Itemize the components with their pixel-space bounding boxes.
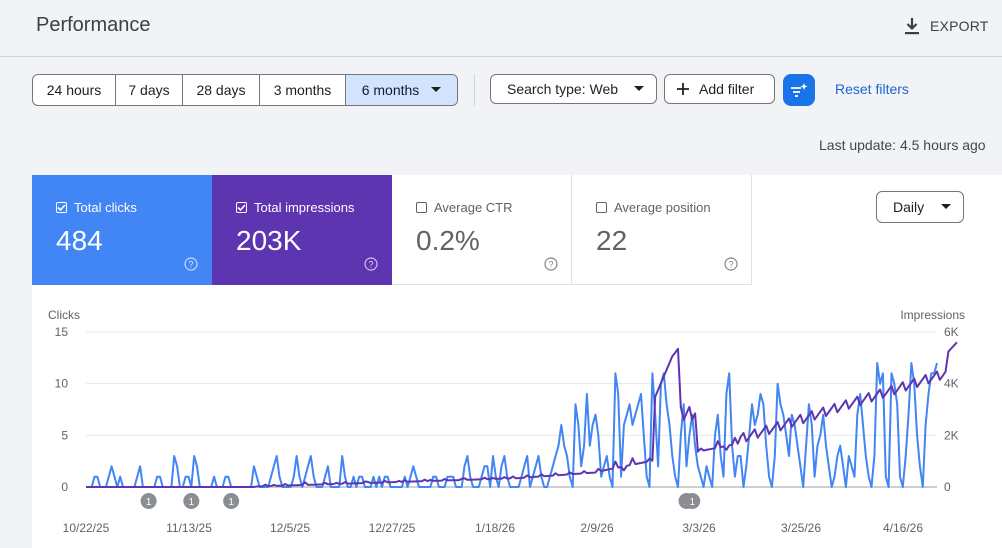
annotation-marker[interactable] xyxy=(183,493,200,509)
annotation-marker[interactable] xyxy=(223,493,240,509)
search-type-label: Search type: Web xyxy=(507,81,619,97)
y-tick-right: 6K xyxy=(944,325,959,339)
y-tick-left: 5 xyxy=(61,428,68,442)
x-tick-label: 12/27/25 xyxy=(369,521,416,535)
metric-value: 22 xyxy=(596,225,628,256)
x-tick-label: 11/13/25 xyxy=(166,521,212,535)
dropdown-arrow-icon xyxy=(431,87,442,92)
svg-text:?: ? xyxy=(188,260,193,270)
last-update-text: Last update: 4.5 hours ago xyxy=(819,137,986,153)
header-divider xyxy=(0,56,1002,57)
x-tick-label: 3/3/26 xyxy=(682,521,716,535)
annotation-label: 1 xyxy=(228,497,234,508)
checkbox-unchecked-icon[interactable] xyxy=(416,202,427,213)
dropdown-arrow-icon xyxy=(941,204,951,209)
metric-average-ctr[interactable]: Average CTR 0.2% ? xyxy=(392,175,572,285)
checkbox-checked-icon[interactable] xyxy=(236,202,247,213)
metric-label: Average CTR xyxy=(434,200,513,215)
svg-text:?: ? xyxy=(728,260,733,270)
date-range-selected-label: 6 months xyxy=(361,82,420,98)
metric-average-position[interactable]: Average position 22 ? xyxy=(572,175,752,285)
toolbar-divider xyxy=(474,74,475,106)
export-button[interactable]: EXPORT xyxy=(904,14,989,38)
metric-value: 484 xyxy=(56,225,103,256)
help-icon[interactable]: ? xyxy=(724,257,738,271)
y-tick-right: 0 xyxy=(944,480,951,494)
metric-total-impressions[interactable]: Total impressions 203K ? xyxy=(212,175,392,285)
reset-filters-link[interactable]: Reset filters xyxy=(835,81,909,97)
plus-icon xyxy=(677,83,689,95)
date-range-3-months[interactable]: 3 months xyxy=(260,75,346,105)
y-tick-left: 15 xyxy=(55,325,69,339)
page-title: Performance xyxy=(36,14,151,36)
svg-text:?: ? xyxy=(368,260,373,270)
add-filter-button[interactable]: Add filter xyxy=(664,74,775,104)
y-tick-left: 10 xyxy=(55,377,69,391)
add-filter-label: Add filter xyxy=(699,81,755,97)
metric-label-row: Average CTR xyxy=(416,200,513,215)
metric-value: 203K xyxy=(236,225,302,256)
metric-label-row: Total impressions xyxy=(236,200,354,215)
annotation-label: 1 xyxy=(146,497,152,508)
checkbox-unchecked-icon[interactable] xyxy=(596,202,607,213)
annotation-marker[interactable] xyxy=(140,493,157,509)
metric-label: Average position xyxy=(614,200,711,215)
x-tick-label: 12/5/25 xyxy=(270,521,310,535)
x-tick-label: 10/22/25 xyxy=(63,521,110,535)
x-tick-label: 1/18/26 xyxy=(475,521,515,535)
y-tick-left: 0 xyxy=(61,480,68,494)
export-label: EXPORT xyxy=(930,18,989,34)
date-range-6-months[interactable]: 6 months xyxy=(346,75,457,105)
y-axis-right-title: Impressions xyxy=(900,308,965,322)
date-range-24-hours[interactable]: 24 hours xyxy=(33,75,116,105)
help-icon[interactable]: ? xyxy=(544,257,558,271)
clicks-series-line xyxy=(86,362,938,488)
y-tick-right: 2K xyxy=(944,428,959,442)
granularity-label: Daily xyxy=(893,199,925,215)
help-icon[interactable]: ? xyxy=(184,257,198,271)
search-type-dropdown[interactable]: Search type: Web xyxy=(490,74,657,104)
filter-sparkle-icon xyxy=(791,83,808,97)
date-range-7-days[interactable]: 7 days xyxy=(116,75,183,105)
download-icon xyxy=(905,18,919,35)
x-tick-label: 4/16/26 xyxy=(883,521,923,535)
dropdown-arrow-icon xyxy=(634,86,644,91)
metric-label: Total impressions xyxy=(254,200,355,215)
metric-label-row: Average position xyxy=(596,200,711,215)
metric-label: Total clicks xyxy=(74,200,137,215)
annotation-label: 1 xyxy=(689,497,695,508)
metric-total-clicks[interactable]: Total clicks 484 ? xyxy=(32,175,212,285)
x-tick-label: 3/25/26 xyxy=(781,521,821,535)
y-tick-right: 4K xyxy=(944,377,959,391)
checkbox-checked-icon[interactable] xyxy=(56,202,67,213)
y-axis-left-title: Clicks xyxy=(48,308,80,322)
date-range-selector: 24 hours 7 days 28 days 3 months 6 month… xyxy=(32,74,458,106)
help-icon[interactable]: ? xyxy=(364,257,378,271)
metric-value: 0.2% xyxy=(416,225,480,256)
impressions-series-line xyxy=(86,341,958,488)
date-range-28-days[interactable]: 28 days xyxy=(183,75,260,105)
granularity-dropdown[interactable]: Daily xyxy=(876,191,964,223)
annotation-label: 1 xyxy=(189,497,195,508)
annotation-marker[interactable] xyxy=(684,493,701,509)
x-tick-label: 2/9/26 xyxy=(580,521,614,535)
performance-card: Total clicks 484 ? Total impressions 203… xyxy=(32,175,1002,548)
filter-sparkle-button[interactable] xyxy=(783,74,815,106)
svg-text:?: ? xyxy=(548,260,553,270)
metric-label-row: Total clicks xyxy=(56,200,137,215)
